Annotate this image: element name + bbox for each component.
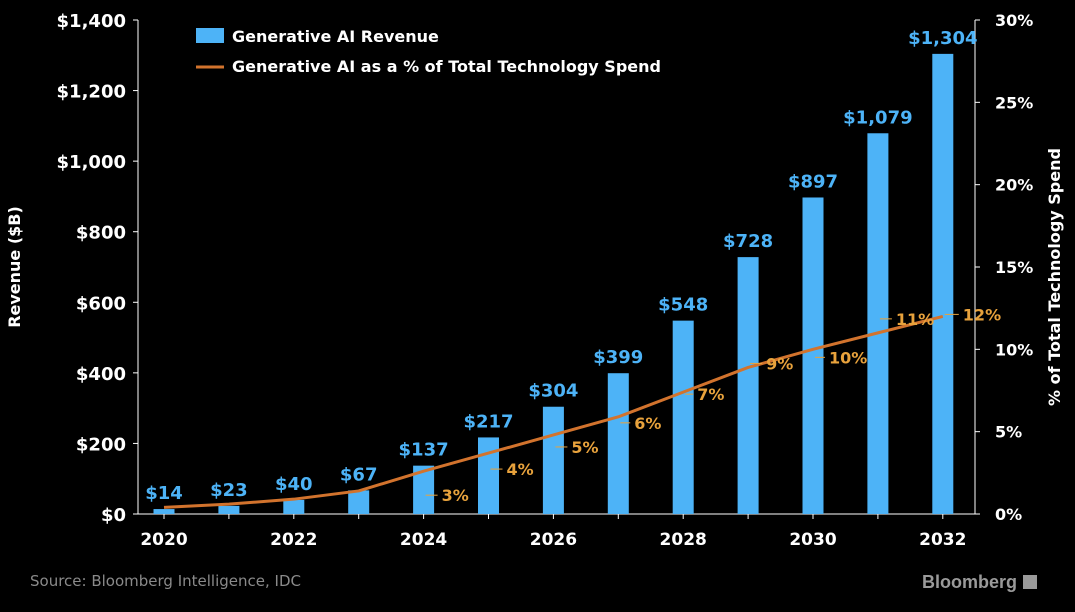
y-tick-right-label: 5% — [995, 423, 1022, 442]
share-line-label: 3% — [442, 486, 469, 505]
revenue-bar — [478, 437, 499, 514]
x-tick-label: 2032 — [919, 530, 966, 550]
y-tick-right-label: 20% — [995, 176, 1033, 195]
revenue-bar-label: $23 — [210, 480, 248, 501]
revenue-bar — [348, 490, 370, 514]
revenue-bar — [153, 509, 175, 514]
share-line-label: 4% — [507, 460, 534, 479]
legend-bar-swatch — [196, 28, 224, 43]
revenue-bar-label: $399 — [593, 347, 643, 368]
revenue-bar — [737, 257, 759, 514]
revenue-bar — [867, 133, 889, 514]
share-line — [163, 314, 944, 509]
revenue-bar — [283, 499, 305, 514]
revenue-bar — [413, 465, 435, 514]
y-tick-left-label: $1,400 — [57, 11, 126, 32]
source-note: Source: Bloomberg Intelligence, IDC — [30, 572, 301, 590]
share-line-label: 10% — [829, 348, 867, 367]
share-line-label: 9% — [766, 354, 793, 373]
share-line-label: 11% — [896, 310, 934, 329]
y-tick-left-label: $600 — [76, 293, 126, 314]
share-line-label: 7% — [697, 385, 724, 404]
share-line-label: 6% — [634, 414, 661, 433]
x-tick-label: 2028 — [660, 530, 707, 550]
y-tick-right-label: 0% — [995, 505, 1022, 524]
y-tick-left-label: $400 — [76, 364, 126, 385]
revenue-bar-label: $897 — [788, 171, 838, 192]
y-tick-left-label: $200 — [76, 434, 126, 455]
revenue-bar-label: $728 — [723, 231, 773, 252]
brand-name: Bloomberg — [921, 572, 1017, 592]
x-tick-label: 2020 — [140, 530, 187, 550]
y-tick-right-label: 15% — [995, 258, 1033, 277]
y-tick-right-label: 10% — [995, 340, 1033, 359]
brand-logo: Bloomberg — [922, 572, 1037, 593]
revenue-bar-label: $1,304 — [908, 28, 977, 49]
revenue-bar-label: $548 — [658, 295, 708, 316]
y-tick-right-label: 25% — [995, 93, 1033, 112]
x-tick-label: 2030 — [789, 530, 836, 550]
x-tick-label: 2022 — [270, 530, 317, 550]
y-tick-left-label: $800 — [76, 223, 126, 244]
revenue-bar-label: $40 — [275, 474, 313, 495]
legend-line-label: Generative AI as a % of Total Technology… — [232, 57, 661, 76]
revenue-bar-label: $304 — [528, 381, 578, 402]
revenue-bar-label: $1,079 — [843, 107, 912, 128]
revenue-bar-label: $217 — [463, 411, 513, 432]
revenue-bar — [932, 53, 954, 514]
revenue-bar — [542, 406, 564, 514]
y-tick-left-label: $1,000 — [57, 152, 126, 173]
revenue-bar-label: $14 — [145, 483, 183, 504]
revenue-bar-label: $137 — [399, 440, 449, 461]
share-line-label: 12% — [963, 305, 1001, 324]
y-axis-left-title: Revenue ($B) — [5, 206, 24, 328]
revenue-bar — [672, 320, 694, 514]
brand-mark-icon — [1023, 575, 1037, 589]
share-line-label: 5% — [571, 438, 598, 457]
x-tick-label: 2024 — [400, 530, 447, 550]
y-tick-left-label: $1,200 — [57, 82, 126, 103]
y-axis-right-title: % of Total Technology Spend — [1045, 148, 1064, 406]
revenue-bar-label: $67 — [340, 464, 378, 485]
x-tick-label: 2026 — [530, 530, 577, 550]
y-tick-right-label: 30% — [995, 11, 1033, 30]
revenue-bar — [607, 373, 629, 514]
revenue-bar — [218, 505, 240, 514]
revenue-bar — [802, 197, 824, 515]
y-tick-left-label: $0 — [101, 505, 126, 526]
legend-bar-label: Generative AI Revenue — [232, 27, 439, 46]
